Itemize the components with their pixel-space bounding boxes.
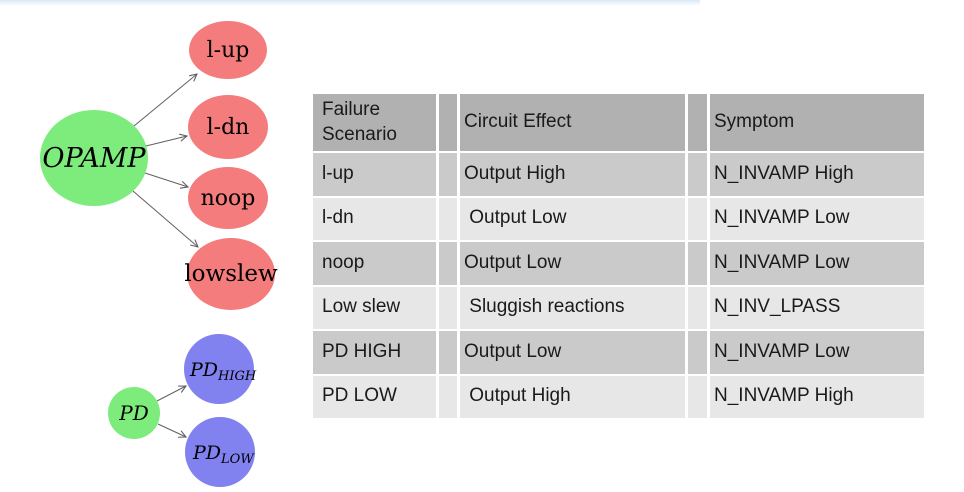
cell-spacer — [688, 242, 707, 285]
noop-node — [188, 167, 268, 229]
header-failure-scenario: Failure Scenario — [313, 94, 436, 151]
cell-spacer — [688, 375, 707, 418]
opamp-arrows — [132, 74, 198, 247]
failure-scenario-table: Failure Scenario Circuit Effect Symptom … — [313, 94, 924, 418]
cell-effect: Output Low — [460, 331, 685, 374]
lup-node — [189, 21, 267, 79]
cell-symptom: N_INVAMP High — [710, 375, 924, 418]
pd-node — [108, 387, 160, 439]
cell-symptom: N_INVAMP Low — [710, 197, 924, 240]
cell-scenario: PD LOW — [313, 375, 436, 418]
header-spacer-2 — [688, 94, 707, 151]
arrow-opamp-lup — [133, 74, 197, 127]
cell-spacer — [439, 153, 457, 196]
arrow-opamp-ldn — [145, 136, 187, 147]
cell-symptom: N_INV_LPASS — [710, 286, 924, 329]
arrow-pd-low — [157, 423, 186, 437]
header-circuit-effect: Circuit Effect — [460, 94, 685, 151]
cell-spacer — [439, 242, 457, 285]
pd-low-sub: LOW — [220, 452, 255, 467]
pd-high-base: PD — [189, 359, 218, 381]
ldn-node — [188, 95, 268, 159]
cell-symptom: N_INVAMP High — [710, 153, 924, 196]
fault-tree-diagram: OPAMP l-up l-dn noop lowslew PD PDHIGH P… — [40, 21, 278, 487]
cell-scenario: l-dn — [313, 197, 436, 240]
arrow-opamp-lowslew — [132, 190, 198, 247]
arrow-pd-high — [156, 386, 186, 402]
cell-scenario: l-up — [313, 153, 436, 196]
header-spacer-1 — [439, 94, 457, 151]
pd-high-sub: HIGH — [217, 369, 257, 384]
ldn-node-label: l-dn — [207, 115, 250, 140]
pd-low-node-label: PDLOW — [192, 442, 255, 467]
pd-node-label: PD — [118, 401, 149, 425]
noop-node-label: noop — [201, 186, 256, 211]
pd-low-node — [185, 417, 255, 487]
cell-effect: Output High — [460, 153, 685, 196]
pd-high-node-label: PDHIGH — [189, 359, 257, 384]
cell-spacer — [688, 331, 707, 374]
cell-spacer — [688, 286, 707, 329]
cell-spacer — [688, 153, 707, 196]
opamp-node-label: OPAMP — [42, 143, 146, 174]
opamp-node — [40, 110, 148, 206]
pd-high-node — [184, 334, 254, 404]
pd-low-base: PD — [192, 442, 221, 464]
lowslew-node — [187, 238, 275, 310]
arrow-opamp-noop — [144, 172, 188, 187]
cell-spacer — [439, 331, 457, 374]
cell-spacer — [688, 197, 707, 240]
cell-spacer — [439, 286, 457, 329]
pd-arrows — [156, 386, 186, 437]
header-symptom: Symptom — [710, 94, 924, 151]
cell-scenario: PD HIGH — [313, 331, 436, 374]
cell-effect: Output Low — [460, 242, 685, 285]
cell-effect: Output High — [460, 375, 685, 418]
cell-spacer — [439, 197, 457, 240]
cell-effect: Output Low — [460, 197, 685, 240]
cell-scenario: Low slew — [313, 286, 436, 329]
cell-effect: Sluggish reactions — [460, 286, 685, 329]
cell-spacer — [439, 375, 457, 418]
cell-symptom: N_INVAMP Low — [710, 242, 924, 285]
cell-symptom: N_INVAMP Low — [710, 331, 924, 374]
cell-scenario: noop — [313, 242, 436, 285]
lowslew-node-label: lowslew — [184, 261, 278, 287]
lup-node-label: l-up — [207, 38, 250, 63]
